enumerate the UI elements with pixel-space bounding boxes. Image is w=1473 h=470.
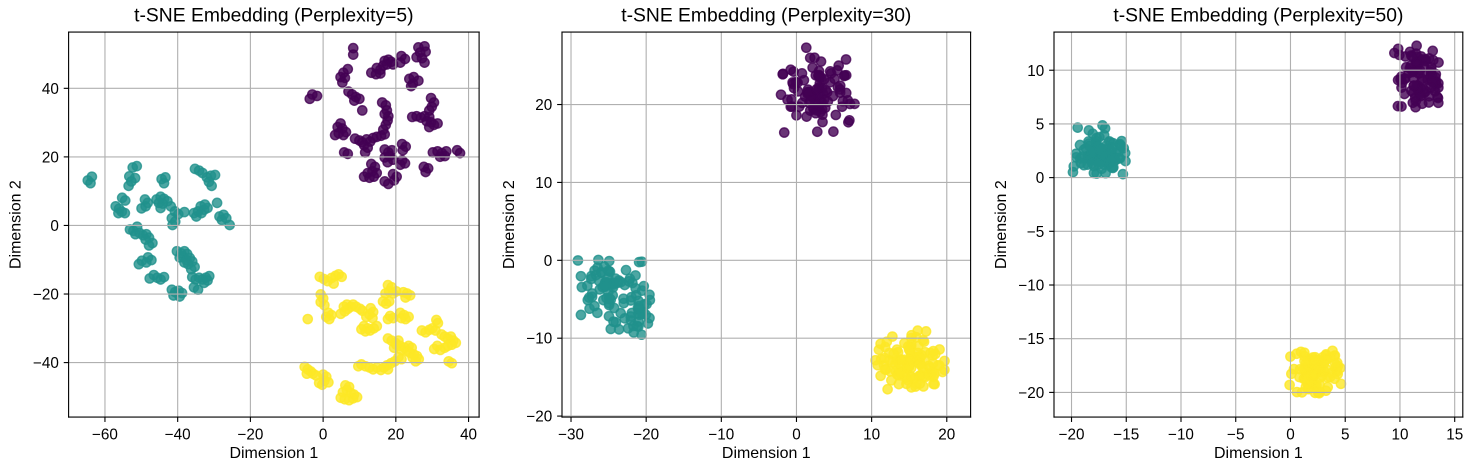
svg-text:10: 10 <box>1391 426 1408 443</box>
svg-text:Dimension 2: Dimension 2 <box>501 180 518 269</box>
svg-text:5: 5 <box>1036 116 1045 133</box>
svg-text:−20: −20 <box>33 287 59 304</box>
svg-text:40: 40 <box>42 81 59 98</box>
svg-text:−20: −20 <box>526 409 552 426</box>
svg-text:20: 20 <box>42 149 59 166</box>
svg-text:−15: −15 <box>1018 331 1044 348</box>
svg-text:0: 0 <box>544 253 553 270</box>
svg-text:20: 20 <box>387 426 404 443</box>
svg-text:−30: −30 <box>558 426 584 443</box>
svg-text:−5: −5 <box>1227 426 1244 443</box>
svg-text:40: 40 <box>460 426 477 443</box>
svg-text:5: 5 <box>1341 426 1350 443</box>
svg-text:−15: −15 <box>1113 426 1139 443</box>
svg-text:20: 20 <box>535 97 552 114</box>
svg-text:Dimension 1: Dimension 1 <box>722 445 811 462</box>
svg-text:10: 10 <box>1027 63 1044 80</box>
svg-text:−10: −10 <box>1018 278 1044 295</box>
svg-text:Dimension 2: Dimension 2 <box>8 180 25 269</box>
svg-text:−20: −20 <box>1059 426 1085 443</box>
svg-text:−40: −40 <box>165 426 191 443</box>
svg-text:−20: −20 <box>237 426 263 443</box>
svg-text:10: 10 <box>863 426 880 443</box>
svg-text:−60: −60 <box>92 426 118 443</box>
svg-text:−10: −10 <box>708 426 734 443</box>
svg-text:0: 0 <box>50 218 58 235</box>
svg-text:0: 0 <box>792 426 801 443</box>
svg-text:−40: −40 <box>33 355 59 372</box>
svg-text:t-SNE Embedding (Perplexity=5): t-SNE Embedding (Perplexity=5) <box>134 6 413 27</box>
svg-text:0: 0 <box>1286 426 1294 443</box>
svg-text:Dimension 1: Dimension 1 <box>229 445 318 462</box>
svg-text:t-SNE Embedding (Perplexity=50: t-SNE Embedding (Perplexity=50) <box>1113 6 1403 27</box>
svg-text:−20: −20 <box>633 426 659 443</box>
svg-text:t-SNE Embedding (Perplexity=30: t-SNE Embedding (Perplexity=30) <box>621 6 911 27</box>
svg-text:−20: −20 <box>1018 385 1044 402</box>
svg-text:0: 0 <box>1036 170 1045 187</box>
svg-text:15: 15 <box>1446 426 1463 443</box>
svg-text:Dimension 2: Dimension 2 <box>993 180 1010 269</box>
svg-text:20: 20 <box>938 426 955 443</box>
svg-text:−10: −10 <box>1168 426 1194 443</box>
svg-text:−10: −10 <box>526 331 552 348</box>
svg-text:10: 10 <box>535 175 552 192</box>
svg-text:−5: −5 <box>1027 224 1044 241</box>
svg-text:Dimension 1: Dimension 1 <box>1214 445 1303 462</box>
svg-text:0: 0 <box>319 426 328 443</box>
